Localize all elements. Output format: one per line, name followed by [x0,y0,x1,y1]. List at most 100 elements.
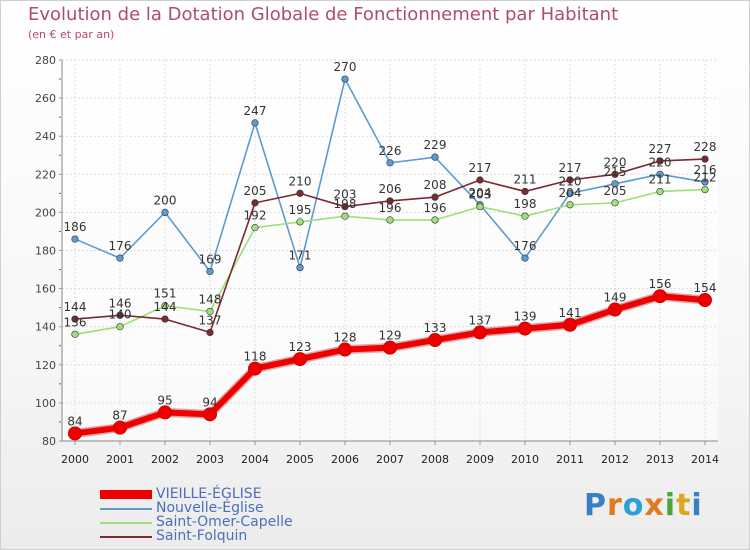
data-label-nouvelle-e-glise: 216 [694,163,717,177]
data-label-nouvelle-e-glise: 169 [199,252,222,266]
data-point-saint-folquin [611,170,619,178]
logo-letter: P [584,488,607,523]
data-point-saint-folquin [116,311,124,319]
data-label-saint-omer-capelle: 136 [64,315,87,329]
data-point-vieille-e-glise [158,405,172,420]
data-point-vieille-e-glise [698,293,712,308]
data-label-vieille-e-glise: 128 [334,331,357,345]
data-label-nouvelle-e-glise: 171 [289,249,312,263]
x-tick-label: 2014 [691,453,719,466]
legend-swatch [100,522,152,524]
legend-swatch [100,490,152,499]
data-point-saint-folquin [71,315,79,323]
data-label-saint-omer-capelle: 211 [649,172,672,186]
series-group [68,75,712,441]
data-point-nouvelle-e-glise [251,119,259,127]
data-point-nouvelle-e-glise [611,180,619,188]
x-tick-label: 2013 [646,453,674,466]
data-point-vieille-e-glise [338,342,352,357]
data-point-saint-omer-capelle [611,199,619,207]
data-label-saint-folquin: 217 [469,161,492,175]
y-tick-label: 80 [42,435,56,448]
data-point-nouvelle-e-glise [116,254,124,262]
data-point-saint-folquin [251,199,259,207]
data-point-saint-omer-capelle [701,185,709,194]
data-point-nouvelle-e-glise [656,170,664,178]
legend-label: Saint-Omer-Capelle [156,514,293,530]
data-point-vieille-e-glise [248,361,262,376]
x-tick-label: 2006 [331,453,359,466]
data-point-vieille-e-glise [293,352,307,367]
data-point-saint-omer-capelle [71,330,79,338]
data-point-saint-omer-capelle [566,201,574,209]
data-label-saint-folquin: 211 [514,172,537,186]
data-label-nouvelle-e-glise: 270 [334,60,357,74]
y-tick-label: 180 [35,245,56,258]
data-point-nouvelle-e-glise [386,159,394,167]
data-label-nouvelle-e-glise: 215 [604,165,627,179]
legend-label: VIEILLE-ÉGLISE [156,486,262,502]
data-point-nouvelle-e-glise [701,178,709,186]
x-tick-label: 2008 [421,453,449,466]
legend-swatch [100,508,152,510]
data-label-saint-folquin: 137 [199,313,222,327]
data-label-vieille-e-glise: 84 [67,414,82,428]
data-point-nouvelle-e-glise [521,254,529,262]
data-label-nouvelle-e-glise: 186 [64,220,87,234]
data-point-saint-folquin [161,315,169,323]
data-label-saint-omer-capelle: 198 [334,197,357,211]
data-point-vieille-e-glise [653,289,667,304]
data-point-vieille-e-glise [68,426,82,441]
data-label-vieille-e-glise: 137 [469,313,492,327]
data-label-saint-omer-capelle: 195 [289,203,312,217]
x-tick-label: 2003 [196,453,224,466]
data-point-saint-omer-capelle [206,307,214,316]
data-point-saint-omer-capelle [161,302,169,310]
legend-swatch [100,536,152,538]
data-label-saint-omer-capelle: 205 [604,184,627,198]
data-label-vieille-e-glise: 129 [379,329,402,343]
data-point-vieille-e-glise [203,407,217,422]
data-label-nouvelle-e-glise: 226 [379,144,402,158]
data-label-nouvelle-e-glise: 176 [514,239,537,253]
data-label-saint-omer-capelle: 148 [199,292,222,306]
data-label-saint-omer-capelle: 151 [154,287,177,301]
x-tick-label: 2004 [241,453,269,466]
data-point-vieille-e-glise [518,321,532,336]
data-label-vieille-e-glise: 118 [244,350,267,364]
data-point-vieille-e-glise [428,333,442,348]
data-point-nouvelle-e-glise [341,75,349,83]
data-label-vieille-e-glise: 94 [202,395,217,409]
y-tick-label: 260 [35,92,56,105]
logo-letter: r [607,488,623,523]
data-label-vieille-e-glise: 123 [289,340,312,354]
x-tick-label: 2005 [286,453,314,466]
y-tick-label: 280 [35,54,56,67]
data-label-saint-omer-capelle: 192 [244,209,267,223]
data-label-vieille-e-glise: 87 [112,409,127,423]
data-point-saint-folquin [701,155,709,163]
data-label-nouvelle-e-glise: 210 [559,174,582,188]
y-tick-label: 240 [35,130,56,143]
data-point-saint-folquin [206,328,214,337]
data-label-saint-omer-capelle: 140 [109,308,132,322]
y-tick-label: 200 [35,206,56,219]
x-tick-label: 2000 [61,453,89,466]
logo-letter: o [622,488,645,523]
chart-subtitle: (en € et par an) [28,28,115,41]
data-label-saint-folquin: 227 [649,142,672,156]
legend-label: Saint-Folquin [156,528,248,544]
data-point-nouvelle-e-glise [161,208,169,216]
x-tick-label: 2002 [151,453,179,466]
data-point-nouvelle-e-glise [71,235,79,243]
data-label-nouvelle-e-glise: 229 [424,138,447,152]
logo-letter: t [676,488,692,523]
data-label-saint-folquin: 144 [154,300,177,314]
data-label-saint-omer-capelle: 198 [514,197,537,211]
data-point-saint-omer-capelle [251,224,259,232]
data-label-saint-folquin: 146 [109,296,132,310]
x-tick-label: 2007 [376,453,404,466]
data-point-saint-omer-capelle [296,218,304,226]
